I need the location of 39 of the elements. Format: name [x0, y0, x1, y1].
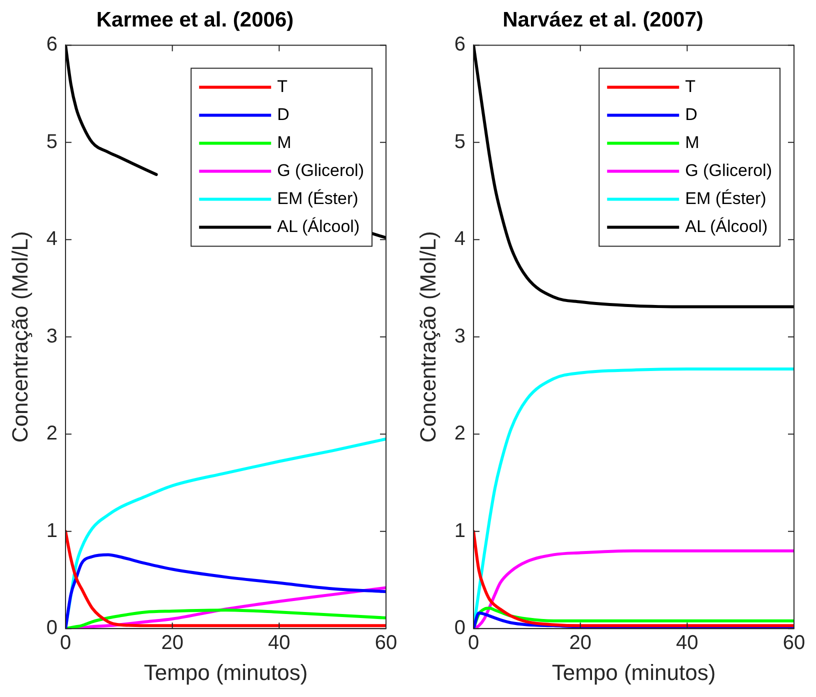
- legend-label: G (Glicerol): [277, 160, 364, 180]
- y-axis-title: Concentração (Mol/L): [7, 231, 32, 443]
- y-tick-label: 0: [454, 617, 466, 640]
- y-tick-label: 5: [46, 130, 58, 153]
- y-tick-label: 6: [46, 34, 58, 56]
- y-axis-title: Concentração (Mol/L): [415, 231, 440, 443]
- x-tick-label: 20: [569, 632, 592, 654]
- legend-label: M: [685, 132, 700, 152]
- x-tick-label: 40: [268, 632, 290, 654]
- x-axis-title: Tempo (minutos): [552, 660, 716, 685]
- legend-label: T: [685, 76, 696, 96]
- y-tick-label: 2: [454, 422, 466, 445]
- line-series: [474, 45, 794, 308]
- legend-label: G (Glicerol): [685, 160, 772, 180]
- x-tick-label: 60: [374, 632, 398, 654]
- chart-title: Narváez et al. (2007): [502, 8, 704, 32]
- y-tick-label: 5: [454, 130, 466, 153]
- y-tick-label: 0: [46, 617, 58, 640]
- legend-label: EM (Éster): [277, 188, 358, 208]
- y-tick-label: 4: [454, 228, 466, 250]
- legend-label: D: [685, 104, 698, 124]
- legend-label: AL (Álcool): [685, 216, 768, 236]
- legend-label: D: [277, 104, 290, 124]
- legend-label: EM (Éster): [685, 188, 766, 208]
- x-axis-title: Tempo (minutos): [144, 660, 308, 685]
- y-tick-label: 1: [46, 520, 58, 542]
- y-tick-label: 3: [454, 325, 466, 348]
- y-tick-label: 1: [454, 520, 466, 542]
- x-tick-label: 60: [782, 632, 806, 654]
- x-tick-label: 20: [161, 632, 184, 654]
- chart-title: Karmee et al. (2006): [96, 8, 294, 32]
- legend-label: T: [277, 76, 288, 96]
- legend-label: AL (Álcool): [277, 216, 360, 236]
- x-tick-label: 40: [676, 632, 698, 654]
- y-tick-label: 6: [454, 34, 466, 56]
- y-tick-label: 2: [46, 422, 58, 445]
- legend-label: M: [277, 132, 292, 152]
- y-tick-label: 3: [46, 325, 58, 348]
- y-tick-label: 4: [46, 228, 58, 250]
